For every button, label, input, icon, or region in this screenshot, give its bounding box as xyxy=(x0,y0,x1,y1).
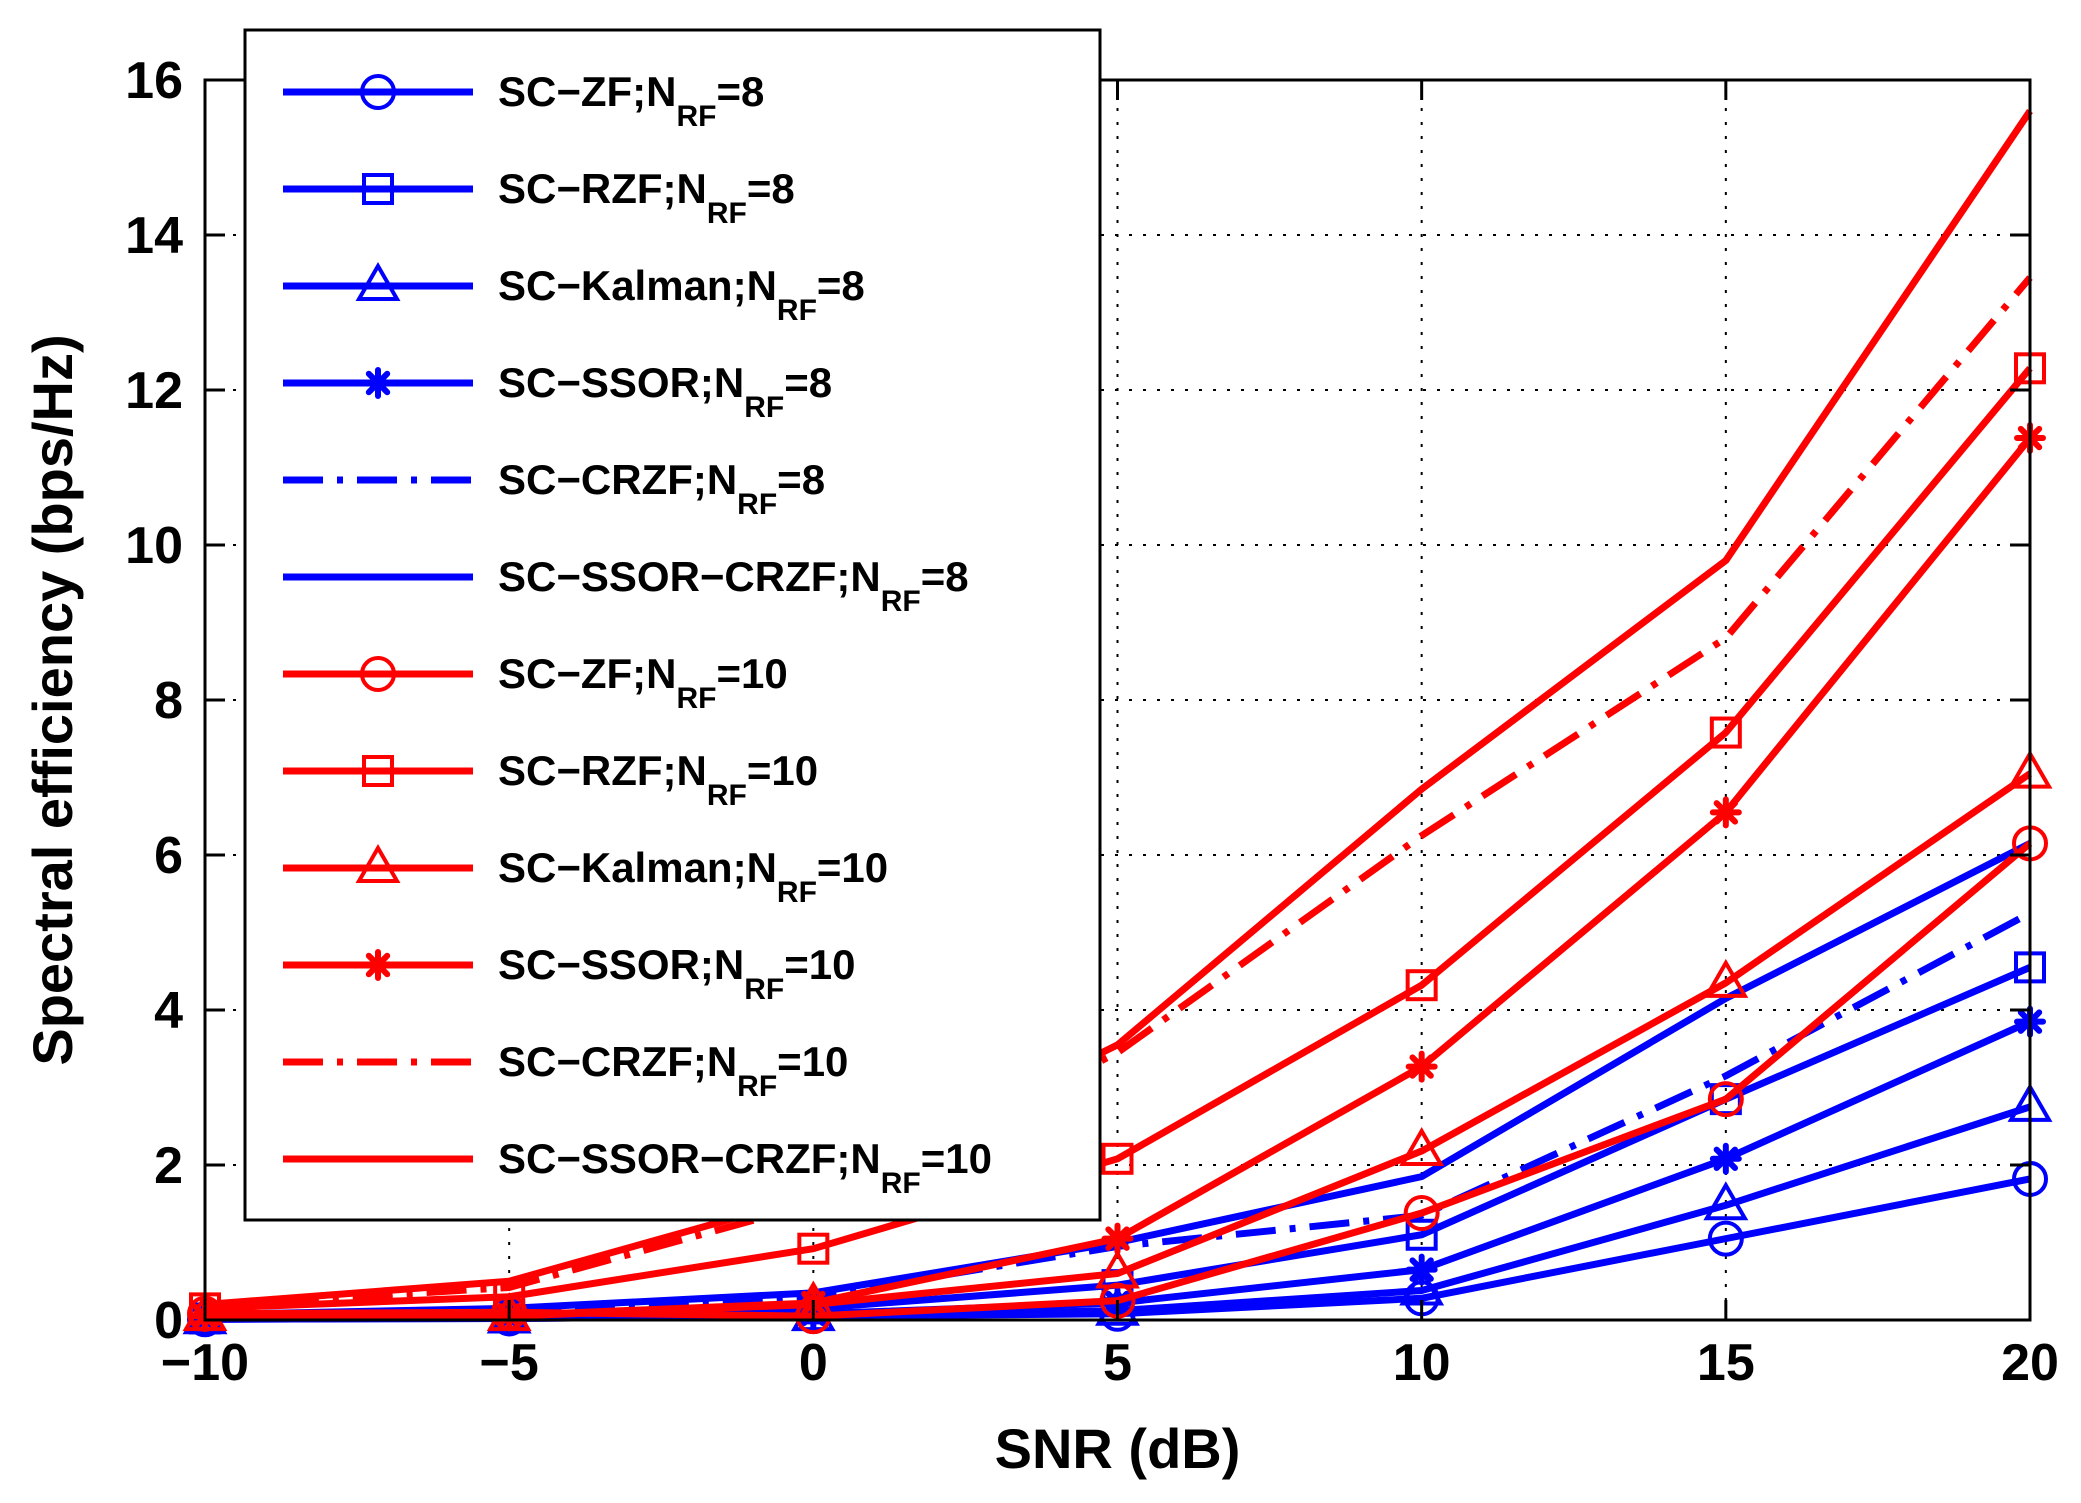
data-point xyxy=(1707,1081,1744,1118)
x-axis-label: SNR (dB) xyxy=(995,1417,1241,1480)
legend-entry: SC−RZF;NRF=10 xyxy=(283,747,818,812)
x-tick-label: −5 xyxy=(480,1334,539,1392)
legend-label: SC−ZF;NRF=8 xyxy=(498,68,764,133)
legend-label: SC−Kalman;NRF=10 xyxy=(498,844,888,909)
legend: SC−ZF;NRF=8 SC−RZF;NRF=8 SC−Kalman;NRF=8 SC… xyxy=(243,28,1102,1222)
legend-label: SC−ZF;NRF=10 xyxy=(498,650,788,715)
y-tick-label: 14 xyxy=(125,207,183,265)
y-tick-label: 0 xyxy=(154,1292,183,1350)
legend-label: SC−SSOR;NRF=8 xyxy=(498,359,832,424)
x-tick-label: 15 xyxy=(1697,1334,1755,1392)
grid xyxy=(205,80,2030,1320)
y-tick-label: 4 xyxy=(154,982,183,1040)
y-tick-label: 8 xyxy=(154,672,183,730)
data-point xyxy=(1709,796,1742,829)
data-point xyxy=(1095,1286,1140,1326)
data-point xyxy=(1405,1218,1438,1251)
data-point xyxy=(1703,1181,1749,1221)
legend-entry: SC−SSOR;NRF=10 xyxy=(283,941,855,1006)
legend-box xyxy=(243,28,1102,1222)
legend-label: SC−SSOR−CRZF;NRF=8 xyxy=(498,553,969,618)
legend-marker xyxy=(362,367,394,399)
y-tick-label: 2 xyxy=(154,1137,183,1195)
legend-entry: SC−CRZF;NRF=10 xyxy=(283,1038,848,1103)
legend-entry: SC−Kalman;NRF=8 xyxy=(283,261,865,327)
legend-entry: SC−RZF;NRF=8 xyxy=(283,165,795,230)
legend-label: SC−SSOR−CRZF;NRF=10 xyxy=(498,1135,992,1200)
x-tick-label: 0 xyxy=(799,1334,828,1392)
legend-marker xyxy=(362,173,394,205)
tick-labels: −10 −5 0 5 10 15 20 0 2 4 6 8 10 12 14 16 xyxy=(125,52,2059,1392)
data-point xyxy=(1703,958,1749,998)
legend-label: SC−RZF;NRF=10 xyxy=(498,747,818,812)
legend-label: SC−CRZF;NRF=8 xyxy=(498,456,825,521)
legend-marker xyxy=(355,261,401,301)
legend-entry: SC−SSOR;NRF=8 xyxy=(283,359,832,424)
legend-marker xyxy=(362,949,394,981)
x-tick-label: −10 xyxy=(161,1334,249,1392)
legend-entry: SC−CRZF;NRF=8 xyxy=(283,456,825,521)
data-point xyxy=(1399,1127,1445,1167)
data-point xyxy=(1101,1222,1134,1255)
x-tick-label: 10 xyxy=(1393,1334,1451,1392)
data-point xyxy=(1405,1050,1438,1083)
legend-marker xyxy=(360,74,396,110)
y-tick-label: 12 xyxy=(125,362,183,420)
legend-label: SC−Kalman;NRF=8 xyxy=(498,262,865,327)
legend-entry: SC−SSOR−CRZF;NRF=10 xyxy=(283,1135,992,1200)
data-point xyxy=(1095,1249,1140,1289)
data-point xyxy=(797,1232,830,1265)
data-point xyxy=(1405,1253,1438,1286)
legend-marker xyxy=(362,755,394,787)
data-point xyxy=(1707,1220,1744,1257)
data-point xyxy=(1709,716,1742,749)
legend-label: SC−CRZF;NRF=10 xyxy=(498,1038,848,1103)
y-tick-label: 16 xyxy=(125,52,183,110)
data-point xyxy=(1403,1195,1440,1232)
series-10 xyxy=(204,275,2033,1310)
data-point xyxy=(1709,1142,1742,1175)
series-line xyxy=(204,109,2033,1308)
legend-label: SC−SSOR;NRF=10 xyxy=(498,941,855,1006)
legend-marker xyxy=(360,656,396,692)
series-line xyxy=(204,275,2033,1310)
series-11 xyxy=(204,109,2033,1308)
legend-label: SC−RZF;NRF=8 xyxy=(498,165,795,230)
y-tick-label: 6 xyxy=(154,827,183,885)
legend-marker xyxy=(355,843,401,883)
data-point xyxy=(1405,969,1438,1002)
legend-entry: SC−Kalman;NRF=10 xyxy=(283,843,888,909)
y-axis-label: Spectral efficiency (bps/Hz) xyxy=(21,334,84,1065)
legend-entry: SC−ZF;NRF=8 xyxy=(283,68,764,133)
legend-entry: SC−SSOR−CRZF;NRF=8 xyxy=(283,553,969,618)
x-tick-label: 20 xyxy=(2001,1334,2059,1392)
legend-entry: SC−ZF;NRF=10 xyxy=(283,650,788,715)
data-point xyxy=(1101,1142,1134,1175)
y-tick-label: 10 xyxy=(125,517,183,575)
x-tick-label: 5 xyxy=(1103,1334,1132,1392)
